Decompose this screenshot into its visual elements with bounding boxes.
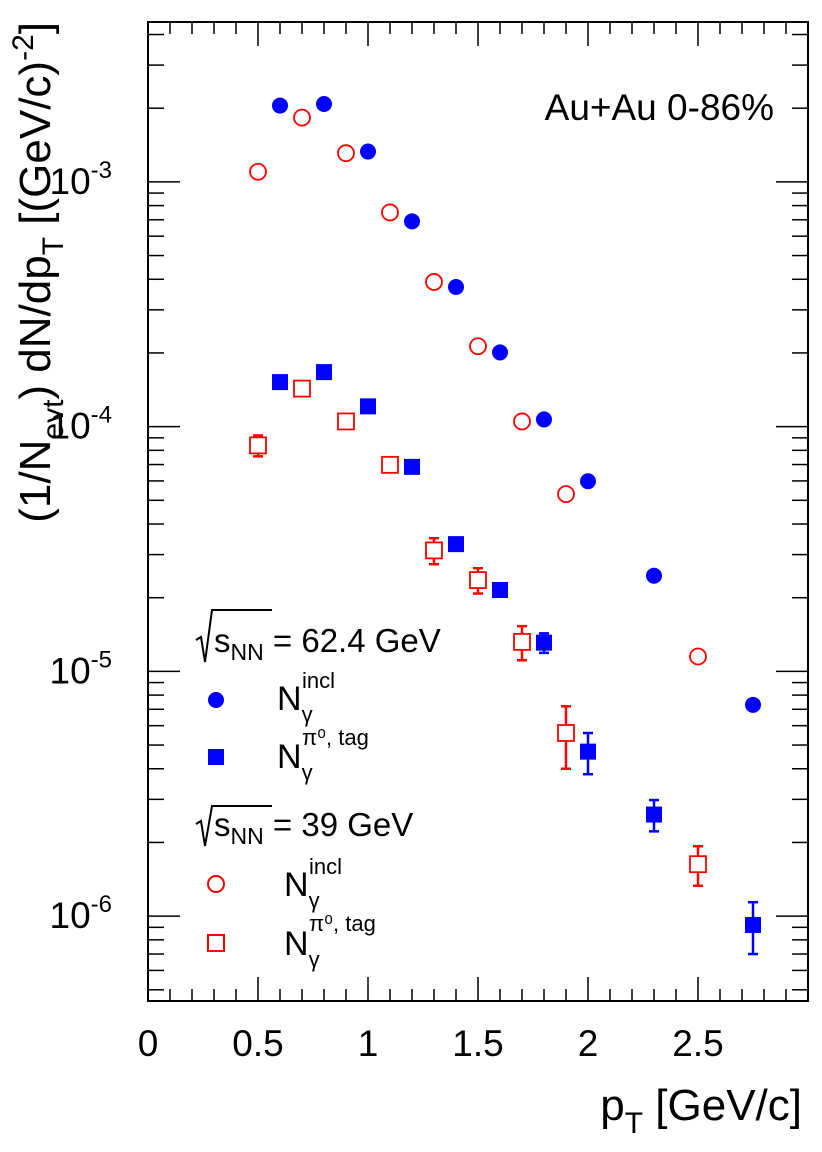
y-tick-label: 10-6 <box>50 891 113 936</box>
x-tick-label: 0.5 <box>232 1023 283 1064</box>
sqrt-symbol <box>195 805 272 847</box>
data-point-filled-circle <box>360 143 376 160</box>
x-tick-label: 2.5 <box>672 1023 723 1064</box>
data-point-open-square <box>425 541 443 560</box>
data-point-open-circle <box>249 162 267 181</box>
data-point-filled-circle <box>745 696 761 713</box>
data-point-filled-circle <box>536 411 552 428</box>
data-point-filled-square <box>360 398 376 415</box>
data-point-filled-square <box>448 536 464 553</box>
legend-marker-blue-circle <box>208 692 224 708</box>
data-point-filled-circle <box>316 96 332 113</box>
y-tick-label: 10-5 <box>50 646 113 691</box>
legend-label-62-incl: Nγincl <box>277 668 335 727</box>
legend: sNN = 62.4 GeV Nγincl Nγπ⁰, tag sNN = 39… <box>195 609 441 972</box>
annotation-collision-system: Au+Au 0-86% <box>545 87 774 128</box>
data-point-open-circle <box>469 337 487 356</box>
data-point-open-circle <box>557 485 575 504</box>
legend-label-39-incl: Nγincl <box>284 854 342 913</box>
data-point-open-circle <box>337 144 355 163</box>
x-tick-label: 2 <box>578 1023 599 1064</box>
data-point-filled-circle <box>404 213 420 230</box>
legend-group-39-gev: sNN = 39 GeV <box>195 805 413 849</box>
data-point-filled-square <box>536 634 552 651</box>
data-point-open-square <box>469 571 487 590</box>
x-tick-label: 1 <box>358 1023 379 1064</box>
axis-ticks <box>147 22 809 1001</box>
x-tick-label: 0 <box>138 1023 159 1064</box>
plot-frame <box>147 21 809 1002</box>
sqrt-symbol <box>195 609 272 663</box>
tick-labels: 0 0.5 1 1.5 2 2.5 10-6 10-5 10-4 10-3 <box>50 157 724 1064</box>
data-point-filled-circle <box>492 344 508 361</box>
data-point-filled-circle <box>580 473 596 490</box>
data-point-open-square <box>557 724 575 742</box>
data-point-filled-square <box>646 806 662 823</box>
data-point-open-square <box>513 632 531 651</box>
y-tick-label: 10-3 <box>50 157 113 202</box>
data-point-open-circle <box>513 412 531 431</box>
y-axis-label: (1/Nevt) dN/dpT [(GeV/c)-2] <box>7 22 70 523</box>
data-point-open-square <box>293 379 311 398</box>
legend-label-39-tag: Nγπ⁰, tag <box>284 911 376 972</box>
data-point-open-square <box>337 412 355 431</box>
data-point-filled-square <box>745 916 761 933</box>
data-point-open-circle <box>425 273 443 291</box>
data-markers <box>249 96 761 956</box>
data-point-filled-circle <box>646 567 662 584</box>
legend-label-62-tag: Nγπ⁰, tag <box>277 725 369 785</box>
data-point-open-square <box>381 455 399 474</box>
data-point-filled-square <box>404 458 420 475</box>
data-point-filled-square <box>580 743 596 760</box>
x-axis-label: pT [GeV/c] <box>600 1081 802 1140</box>
data-point-filled-square <box>272 374 288 391</box>
data-point-open-square <box>249 436 267 455</box>
x-tick-label: 1.5 <box>452 1023 503 1064</box>
data-point-filled-square <box>492 582 508 599</box>
data-point-filled-circle <box>272 97 288 114</box>
data-point-filled-circle <box>448 278 464 295</box>
data-point-open-square <box>689 855 707 874</box>
data-point-open-circle <box>689 647 707 666</box>
legend-group-62-gev-label: sNN = 62.4 GeV <box>214 622 441 665</box>
legend-group-62-gev: sNN = 62.4 GeV <box>195 609 441 665</box>
data-point-filled-square <box>316 364 332 381</box>
y-tick-label: 10-4 <box>50 402 113 447</box>
legend-group-39-gev-label: sNN = 39 GeV <box>214 806 413 849</box>
legend-marker-blue-square <box>208 749 224 765</box>
data-point-open-circle <box>381 203 399 222</box>
legend-marker-red-open-circle <box>207 875 225 893</box>
data-point-open-circle <box>293 108 311 127</box>
legend-marker-red-open-square <box>207 934 225 952</box>
